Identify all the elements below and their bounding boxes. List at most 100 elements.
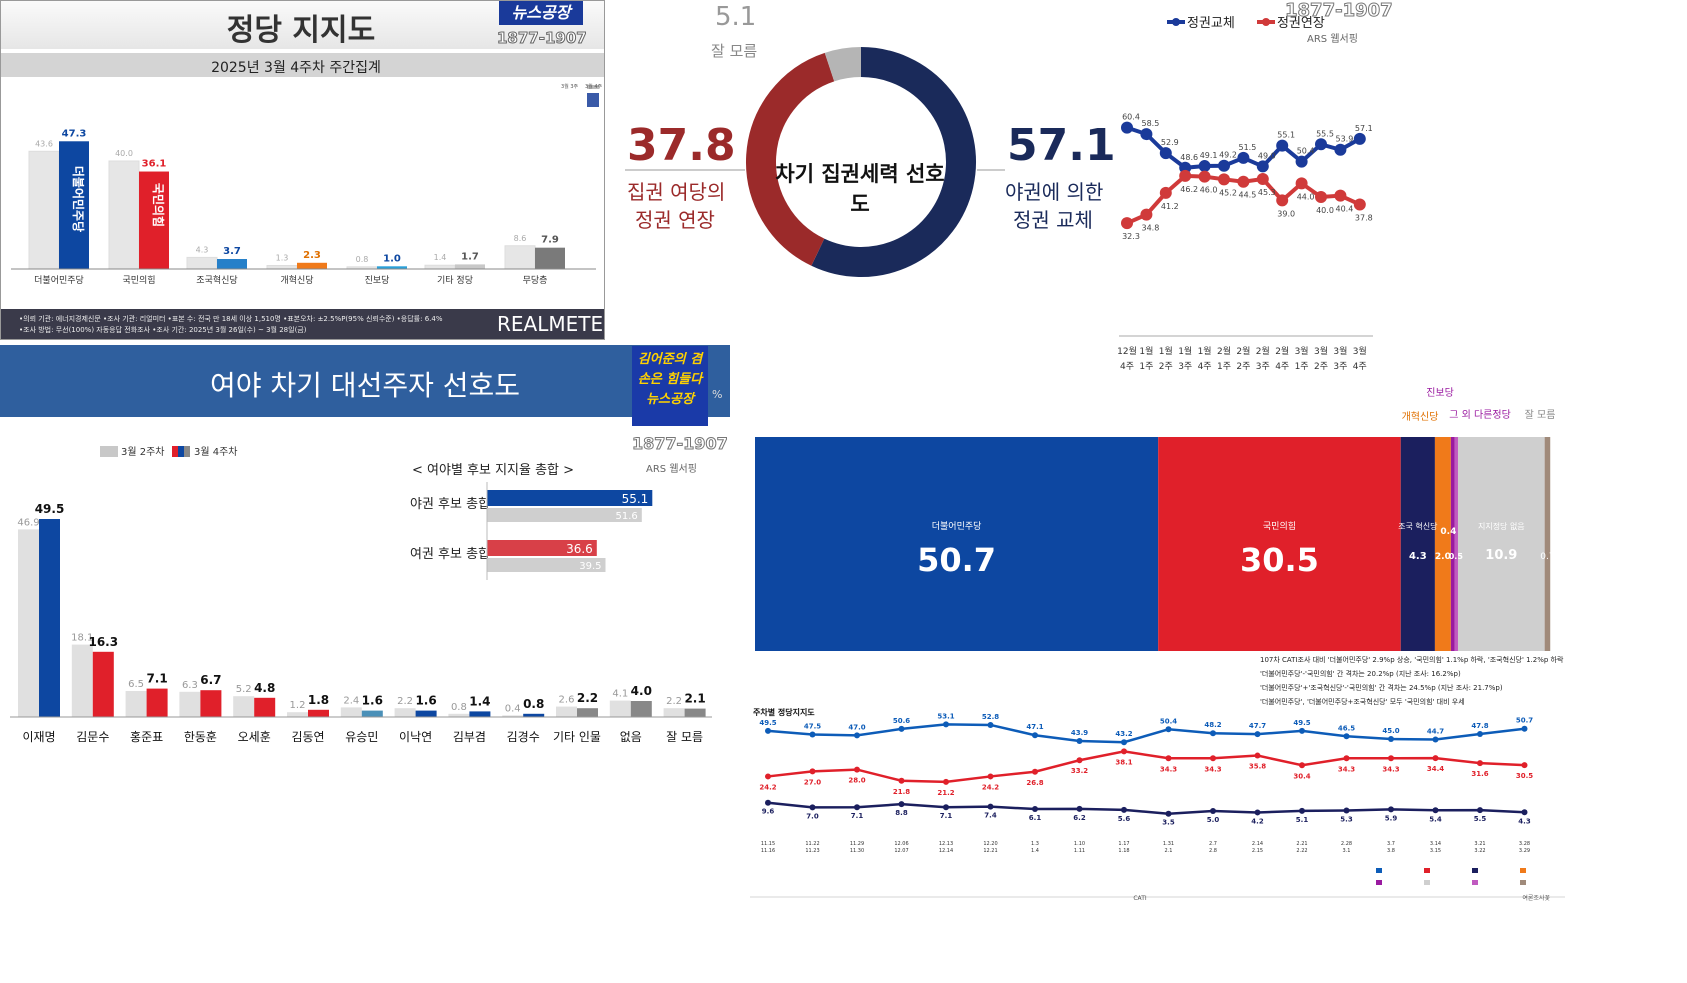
party-support-subtitle-bar	[1, 53, 604, 77]
weekly-x-top-13: 2.28	[1341, 841, 1352, 847]
weekly-x-bottom-12: 2.22	[1296, 848, 1307, 854]
cand-bar-prev-11	[609, 700, 631, 717]
trend-label-0-8: 55.1	[1277, 131, 1295, 140]
legend-dot-change	[1172, 18, 1180, 26]
weekly-label-1-16: 31.6	[1471, 770, 1488, 778]
cand-prev-value-0: 46.9	[17, 517, 39, 528]
bar-curr-5	[455, 264, 485, 269]
cand-bar-prev-7	[394, 708, 416, 717]
weekly-label-1-10: 34.3	[1204, 765, 1221, 773]
trend-x-bottom-5: 1주	[1217, 361, 1231, 372]
inset-value-prev-1: 39.5	[579, 561, 601, 572]
candidate-panel: 여야 차기 대선주자 선호도 김어준의 겸손은 힘들다 뉴스공장 % 1877-…	[0, 340, 730, 983]
weekly-x-top-5: 12.20	[983, 841, 997, 847]
party-stacked-chart: 더불어민주당 50.7 국민의힘 30.5 조국 혁신당 4.3 2.00.5 0.4 지지정당…	[750, 387, 1565, 902]
cand-bar-curr-1	[92, 651, 114, 717]
trend-label-1-2: 41.2	[1161, 202, 1179, 211]
trend-label-0-3: 48.6	[1180, 153, 1198, 162]
bar-prev-value-1: 40.0	[115, 149, 133, 158]
weekly-point-2-17	[1521, 809, 1528, 816]
stack-label-6: 지지정당 없음	[1478, 521, 1525, 531]
stack-value-1: 30.5	[1240, 541, 1319, 579]
weekly-label-1-7: 33.2	[1071, 767, 1088, 775]
cand-name-5: 김동연	[291, 730, 324, 744]
cand-prev-value-5: 1.2	[290, 700, 306, 711]
trend-point-0-11	[1334, 143, 1347, 156]
candidate-unit: %	[712, 388, 723, 401]
category-label-4: 진보당	[365, 275, 390, 286]
weekly-x-bottom-9: 2.1	[1165, 848, 1173, 854]
bar-curr-3	[297, 262, 327, 269]
stack-note-2: '더불어민주당'+'조국혁신당'-'국민의힘' 간 격차는 24.5%p (지난…	[1260, 683, 1503, 692]
cand-bar-prev-8	[448, 713, 470, 717]
weekly-label-0-7: 43.9	[1071, 729, 1088, 737]
cand-bar-prev-10	[556, 706, 577, 717]
legend-prev-label: 3월 3주	[561, 83, 579, 90]
inset-bar-prev-1	[487, 558, 606, 572]
bar-prev-value-3: 1.3	[276, 253, 289, 262]
weekly-label-2-15: 5.4	[1429, 815, 1442, 823]
cand-curr-value-12: 2.1	[684, 692, 705, 706]
weekly-x-bottom-5: 12.21	[983, 848, 997, 854]
weekly-x-top-15: 3.14	[1430, 841, 1441, 847]
donut-slice-0	[811, 47, 976, 277]
stack-note-3: '더불어민주당', '더불어민주당+조국혁신당' 모두 '국민의힘' 대비 우세	[1260, 697, 1465, 706]
weekly-x-top-12: 2.21	[1296, 841, 1307, 847]
weekly-label-2-11: 4.2	[1251, 817, 1264, 825]
cand-curr-value-9: 0.8	[523, 697, 544, 711]
weekly-label-1-13: 34.3	[1338, 765, 1355, 773]
weekly-x-top-0: 11.15	[761, 841, 775, 847]
trend-label-1-12: 37.8	[1355, 213, 1373, 222]
cand-name-6: 유승민	[345, 730, 378, 744]
weekly-label-2-17: 4.3	[1518, 817, 1531, 825]
bar-curr-value-1: 36.1	[142, 159, 167, 170]
party-support-subtitle: 2025년 3월 4주차 주간집계	[211, 60, 381, 76]
bar-curr-value-6: 7.9	[541, 235, 559, 246]
trend-point-1-6	[1237, 175, 1250, 188]
trend-x-bottom-4: 4주	[1198, 361, 1212, 372]
cand-bar-curr-0	[39, 519, 60, 717]
cand-curr-value-4: 4.8	[254, 681, 275, 695]
party-support-title: 정당 지지도	[226, 13, 376, 48]
stack-note-1: '더불어민주당'-'국민의힘' 간 격차는 20.2%p (지난 조사: 16.…	[1260, 669, 1461, 678]
cand-name-0: 이재명	[22, 730, 55, 744]
weekly-label-1-3: 21.8	[893, 788, 910, 796]
stack-label-1: 국민의힘	[1263, 521, 1296, 532]
stack-top-label-1: 개혁신당	[1402, 411, 1439, 423]
trend-brand-ars: ARS 웹서핑	[1307, 34, 1358, 45]
weekly-legend-swatch-6	[1472, 880, 1478, 885]
weekly-x-top-14: 3.7	[1387, 841, 1395, 847]
cand-bar-curr-7	[415, 710, 437, 717]
bar-prev-value-6: 8.6	[514, 234, 527, 243]
trend-label-1-7: 45.3	[1258, 188, 1276, 197]
stack-seg-7	[1544, 437, 1551, 651]
weekly-point-0-7	[1076, 737, 1083, 744]
trend-x-bottom-7: 3주	[1256, 361, 1270, 372]
weekly-x-bottom-4: 12.14	[939, 848, 953, 854]
weekly-label-0-8: 43.2	[1115, 730, 1132, 738]
weekly-footer-left: CATI	[1133, 895, 1146, 902]
cand-bar-prev-3	[179, 691, 201, 717]
trend-label-1-10: 40.0	[1316, 206, 1334, 215]
stack-value-5: 0.4	[1440, 527, 1456, 537]
weekly-point-1-4	[943, 778, 949, 785]
trend-point-1-3	[1179, 169, 1192, 182]
regime-trend-chart: 정권교체 정권연장 60.458.5 52.948.6 49.1 49.251.549.0…	[1117, 16, 1373, 372]
weekly-x-top-6: 1.3	[1031, 841, 1039, 847]
weekly-label-2-2: 7.1	[851, 812, 864, 820]
weekly-point-2-0	[765, 799, 771, 806]
trend-point-0-1	[1140, 128, 1153, 141]
stack-seg-3	[1434, 437, 1451, 651]
cand-curr-value-0: 49.5	[35, 502, 65, 516]
stack-note-0: 107차 CATI조사 대비 '더불어민주당' 2.9%p 상승, '국민의힘'…	[1260, 655, 1564, 664]
trend-label-1-1: 34.8	[1141, 224, 1159, 233]
bar-curr-1	[139, 171, 169, 269]
weekly-x-bottom-11: 2.15	[1252, 848, 1263, 854]
trend-x-bottom-11: 3주	[1333, 361, 1347, 372]
weekly-point-0-12	[1299, 727, 1305, 734]
cand-prev-value-7: 2.2	[397, 696, 413, 707]
weekly-x-top-7: 1.10	[1074, 841, 1085, 847]
trend-point-1-5	[1218, 173, 1230, 186]
weekly-label-1-6: 26.8	[1026, 779, 1043, 787]
candidate-brand-ars: ARS 웹서핑	[646, 464, 697, 475]
